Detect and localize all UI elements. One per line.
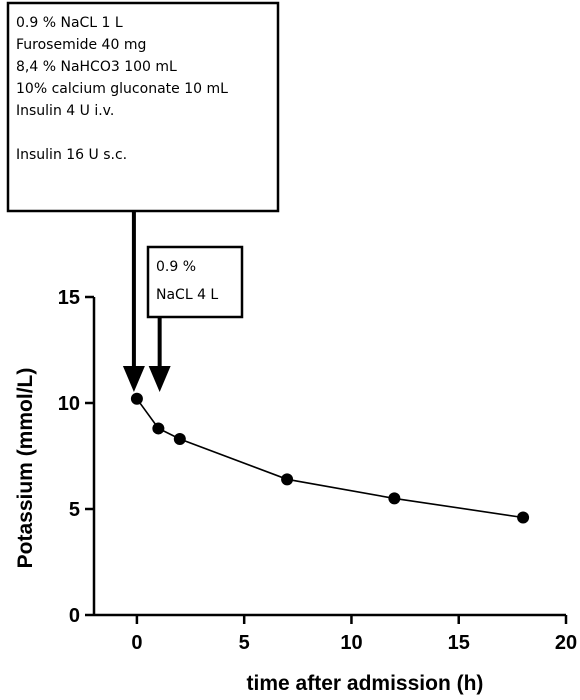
x-tick-label: 0 <box>131 632 142 654</box>
annotation-line: 0.9 % NaCL 1 L <box>16 15 123 31</box>
x-tick-label: 20 <box>555 632 577 654</box>
annotation-second-treatment: 0.9 % NaCL 4 L <box>146 245 244 392</box>
annotation-box <box>146 245 244 319</box>
annotation-arrow-head <box>148 366 171 392</box>
annotation-line: 8,4 % NaHCO3 100 mL <box>16 59 177 75</box>
data-point <box>517 511 530 524</box>
annotation-line: Insulin 4 U i.v. <box>16 103 114 119</box>
annotations: 0.9 % NaCL 1 L Furosemide 40 mg 8,4 % NaHC… <box>6 1 280 392</box>
annotation-line: Furosemide 40 mg <box>16 37 146 53</box>
y-tick-label: 5 <box>69 499 80 521</box>
data-point <box>388 492 401 505</box>
y-tick-label: 0 <box>69 605 80 627</box>
annotation-line: Insulin 16 U s.c. <box>16 147 127 163</box>
x-tick-label: 5 <box>239 632 250 654</box>
data-point <box>130 392 143 405</box>
y-tick-label: 15 <box>58 287 80 309</box>
x-tick-label: 10 <box>340 632 362 654</box>
data-point <box>152 422 165 435</box>
x-tick-label: 15 <box>448 632 470 654</box>
data-points <box>130 392 530 524</box>
annotation-line: 0.9 % <box>156 259 196 275</box>
data-point <box>281 473 294 486</box>
series-line-layer <box>136 398 524 519</box>
annotation-arrow-head <box>122 366 145 392</box>
x-axis-title: time after admission (h) <box>247 672 484 695</box>
y-axis-title: Potassium (mmol/L) <box>14 368 37 569</box>
y-tick-label: 10 <box>58 393 80 415</box>
annotation-line: NaCL 4 L <box>156 287 218 303</box>
annotation-box <box>6 1 280 213</box>
annotation-line: 10% calcium gluconate 10 mL <box>16 81 228 97</box>
data-point <box>173 433 186 446</box>
annotation-first-treatment: 0.9 % NaCL 1 L Furosemide 40 mg 8,4 % NaHC… <box>6 1 280 392</box>
axes: 0 5 10 15 20 0 5 10 15 <box>58 287 577 654</box>
series-line <box>136 398 524 519</box>
